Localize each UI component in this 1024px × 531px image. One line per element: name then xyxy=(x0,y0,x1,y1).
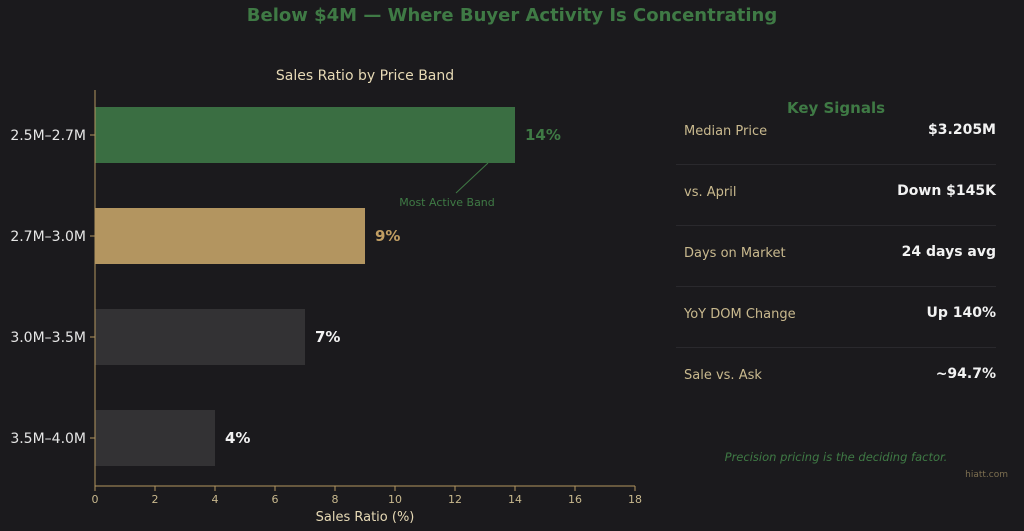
bar-value-label-0: 14% xyxy=(525,126,561,144)
x-tick-label-4: 8 xyxy=(332,493,339,506)
chart-title: Sales Ratio by Price Band xyxy=(276,68,454,84)
x-tick-label-3: 6 xyxy=(272,493,279,506)
annotation-arrow xyxy=(455,162,489,194)
signal-row-sale-vs-ask: Sale vs. Ask ~94.7% xyxy=(676,350,996,408)
x-tick-label-2: 4 xyxy=(212,493,219,506)
bars-layer: 14% 9% 7% 4% Most Active Band xyxy=(95,107,561,466)
signal-value: Down $145K xyxy=(897,183,996,199)
bar-1 xyxy=(95,208,365,264)
bar-3 xyxy=(95,410,215,466)
x-tick-label-0: 0 xyxy=(92,493,99,506)
x-tick-label-5: 10 xyxy=(388,493,402,506)
signal-label: Median Price xyxy=(684,124,768,139)
x-tick-label-1: 2 xyxy=(152,493,159,506)
axis-layer: 2.5M–2.7M 2.7M–3.0M 3.0M–3.5M 3.5M–4.0M 0 2 4 6… xyxy=(10,90,642,506)
signal-label: Days on Market xyxy=(684,246,786,261)
category-label-0: 2.5M–2.7M xyxy=(10,128,86,144)
signal-label: vs. April xyxy=(684,185,737,200)
category-label-3: 3.5M–4.0M xyxy=(10,431,86,447)
watermark: hiatt.com xyxy=(965,470,1008,480)
sales-ratio-bar-chart: Sales Ratio by Price Band 14% 9% 7% 4% Most … xyxy=(10,68,642,525)
bar-value-label-1: 9% xyxy=(375,227,400,245)
key-signals-title: Key Signals xyxy=(786,99,886,117)
key-signals-note: Precision pricing is the deciding factor… xyxy=(724,450,948,464)
x-tick-label-6: 12 xyxy=(448,493,462,506)
signal-row-median-price: Median Price $3.205M xyxy=(676,106,996,165)
signal-row-yoy-dom-change: YoY DOM Change Up 140% xyxy=(676,289,996,348)
signal-value: $3.205M xyxy=(928,122,996,138)
annotation-label: Most Active Band xyxy=(399,196,495,209)
x-tick-label-9: 18 xyxy=(628,493,642,506)
signal-row-vs-april: vs. April Down $145K xyxy=(676,167,996,226)
signal-label: YoY DOM Change xyxy=(684,307,796,322)
category-label-2: 3.0M–3.5M xyxy=(10,330,86,346)
x-tick-label-7: 14 xyxy=(508,493,522,506)
signal-row-days-on-market: Days on Market 24 days avg xyxy=(676,228,996,287)
signal-value: 24 days avg xyxy=(901,244,996,260)
bar-value-label-2: 7% xyxy=(315,328,340,346)
page-title: Below $4M — Where Buyer Activity Is Conc… xyxy=(246,5,778,26)
x-axis-label: Sales Ratio (%) xyxy=(316,510,415,525)
bar-0 xyxy=(95,107,515,163)
signal-value: Up 140% xyxy=(926,305,996,321)
category-label-1: 2.7M–3.0M xyxy=(10,229,86,245)
signal-label: Sale vs. Ask xyxy=(684,368,762,383)
bar-value-label-3: 4% xyxy=(225,429,250,447)
x-tick-label-8: 16 xyxy=(568,493,582,506)
bar-2 xyxy=(95,309,305,365)
signal-value: ~94.7% xyxy=(935,366,996,382)
